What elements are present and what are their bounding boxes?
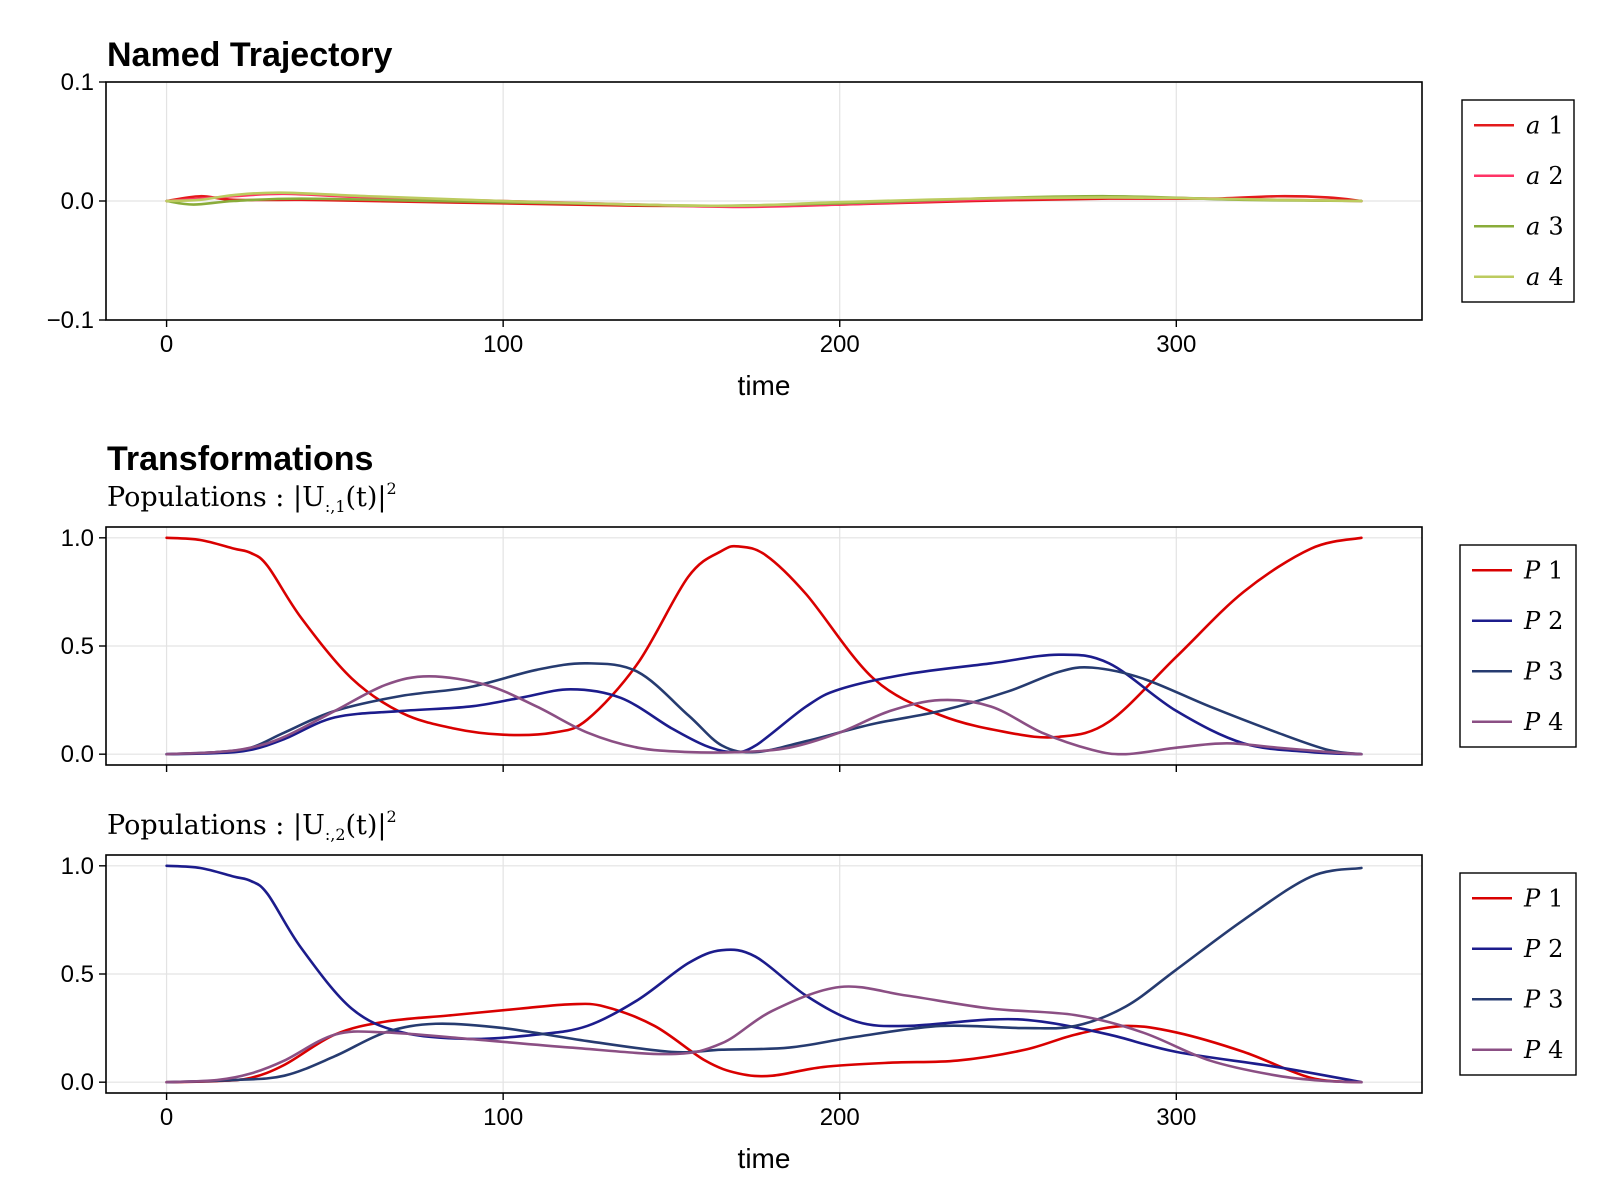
- legend-var: P: [1523, 884, 1541, 912]
- series-layer: [165, 864, 1363, 1084]
- y-tick-label: 0.0: [61, 741, 94, 768]
- y-tick-label: 1.0: [61, 853, 94, 880]
- legend-var: a: [1526, 162, 1540, 190]
- legend-index: 4: [1548, 263, 1563, 291]
- legend-var: a: [1526, 111, 1540, 139]
- x-axis-label: time: [738, 1143, 791, 1174]
- y-tick-label: 0.5: [61, 633, 94, 660]
- legend-index: 3: [1548, 985, 1563, 1013]
- legend-index: 2: [1548, 607, 1563, 635]
- grid: [106, 855, 1422, 1093]
- legend-var: P: [1523, 556, 1541, 584]
- legend-var: P: [1523, 708, 1541, 736]
- subtitle-tail: (t)|: [346, 482, 387, 513]
- legend: P 1P 2P 3P 4: [1459, 544, 1577, 748]
- tick-labels: 0.0 0.5 1.0: [61, 525, 1178, 772]
- subtitle-text: Populations : |U: [107, 810, 325, 841]
- legend-index: 1: [1548, 111, 1563, 139]
- series-line-p2: [165, 864, 1363, 1084]
- legend-var: P: [1523, 607, 1541, 635]
- y-tick-label: −0.1: [47, 307, 94, 334]
- legend-index: 2: [1548, 162, 1563, 190]
- subtitle-superscript: 2: [387, 807, 397, 826]
- y-tick-label: 0.5: [61, 961, 94, 988]
- legend-var: a: [1526, 212, 1540, 240]
- chart-title: Transformations: [107, 440, 373, 478]
- grid: [106, 527, 1422, 765]
- x-axis-label: time: [738, 370, 791, 401]
- series-line-p3: [165, 866, 1363, 1084]
- panel-named-trajectory: Named Trajectory 0 100 200 300 −0.1 0.0 0.1 ti…: [47, 36, 1575, 401]
- x-tick-label: 0: [160, 1104, 173, 1131]
- x-tick-label: 200: [820, 1104, 860, 1131]
- subtitle-superscript: 2: [387, 479, 397, 498]
- subtitle-text: Populations : |U: [107, 482, 325, 513]
- series-line-p4: [165, 985, 1363, 1084]
- series-line-p1: [165, 536, 1363, 739]
- chart-subtitle: Populations : |U:,2(t)|2: [107, 807, 397, 844]
- legend-index: 3: [1548, 212, 1563, 240]
- x-tick-label: 200: [820, 331, 860, 358]
- legend-var: P: [1523, 985, 1541, 1013]
- panel-populations-2: Populations : |U:,2(t)|2 0 100 200 3000.00.…: [61, 807, 1577, 1174]
- subtitle-subscript: :,2: [325, 825, 346, 844]
- tick-labels: 0 100 200 300 −0.1 0.0 0.1: [47, 69, 1197, 358]
- legend-index: 3: [1548, 657, 1563, 685]
- legend-index: 4: [1548, 1036, 1563, 1064]
- legend-var: P: [1523, 657, 1541, 685]
- legend-var: a: [1526, 263, 1540, 291]
- legend-index: 2: [1548, 935, 1563, 963]
- x-tick-label: 100: [483, 331, 523, 358]
- legend-box: [1459, 544, 1577, 748]
- x-tick-label: 0: [160, 331, 173, 358]
- panel-populations-1: Transformations Populations : |U:,1(t)|2…: [61, 440, 1577, 772]
- legend: P 1P 2P 3P 4: [1459, 872, 1577, 1076]
- legend-var: P: [1523, 935, 1541, 963]
- tick-labels: 0 100 200 300 0.0 0.5 1.0: [61, 853, 1197, 1131]
- series-line-a4: [165, 191, 1363, 208]
- legend: a 1a 2a 3a 4: [1461, 99, 1575, 303]
- subtitle-subscript: :,1: [325, 497, 346, 516]
- chart-subtitle: Populations : |U:,1(t)|2: [107, 479, 397, 516]
- legend-box: [1461, 99, 1575, 303]
- legend-var: P: [1523, 1036, 1541, 1064]
- x-tick-label: 300: [1156, 1104, 1196, 1131]
- legend-index: 4: [1548, 708, 1563, 736]
- legend-index: 1: [1548, 884, 1563, 912]
- y-tick-label: 0.0: [61, 1069, 94, 1096]
- y-tick-label: 0.0: [61, 188, 94, 215]
- subtitle-tail: (t)|: [346, 810, 387, 841]
- legend-index: 1: [1548, 556, 1563, 584]
- series-line-p4: [165, 674, 1363, 756]
- series-layer: [165, 191, 1363, 209]
- chart-title: Named Trajectory: [107, 36, 392, 74]
- y-tick-label: 0.1: [61, 69, 94, 96]
- legend-box: [1459, 872, 1577, 1076]
- series-layer: [165, 536, 1363, 756]
- y-tick-label: 1.0: [61, 525, 94, 552]
- x-tick-label: 300: [1156, 331, 1196, 358]
- x-tick-label: 100: [483, 1104, 523, 1131]
